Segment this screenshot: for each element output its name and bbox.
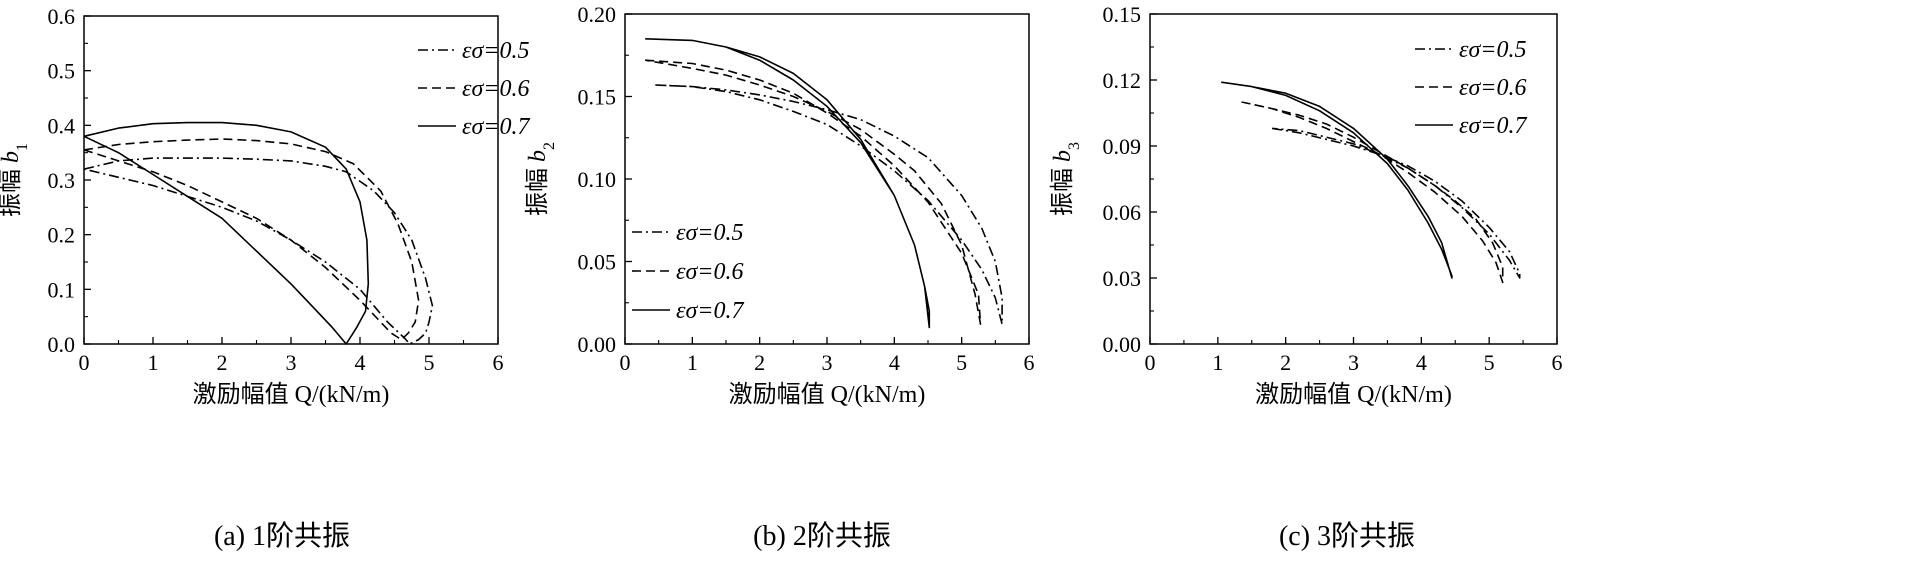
y-tick-label: 0.00 <box>578 332 617 357</box>
chart-panel-2: 0 1 2 3 4 5 60.000.050.100.150.20εσ=0.5εσ=0.6ε… <box>524 2 1035 552</box>
x-tick-label: 0 <box>79 350 90 375</box>
panel-caption: (b) 2阶共振 <box>753 520 891 552</box>
legend: εσ=0.5 εσ=0.6 εσ=0.7 <box>418 38 530 140</box>
x-tick-label: 4 <box>889 350 900 375</box>
series-line-dashed <box>645 59 982 325</box>
plot-frame <box>624 13 1030 345</box>
x-tick-label: 1 <box>148 350 159 375</box>
panel-caption: (a) 1阶共振 <box>214 520 350 552</box>
legend-label: εσ=0.5 <box>676 220 744 246</box>
series-line-solid <box>83 121 370 345</box>
x-tick-label: 2 <box>217 350 228 375</box>
x-tick-label: 3 <box>1348 350 1359 375</box>
series-line-dashed <box>83 138 420 341</box>
x-axis-label: 激励幅值 Q/(kN/m) <box>1255 381 1452 408</box>
y-tick-label: 0.20 <box>578 2 617 27</box>
x-axis-label: 激励幅值 Q/(kN/m) <box>193 381 390 408</box>
y-tick-label: 0.4 <box>48 113 76 138</box>
x-tick-label: 6 <box>493 350 504 375</box>
y-tick-label: 0.15 <box>1103 2 1142 27</box>
series-line-dashed <box>1241 101 1504 284</box>
x-tick-label: 6 <box>1024 350 1035 375</box>
y-axis-label: 振幅 b1 <box>0 143 31 217</box>
y-tick-label: 0.12 <box>1103 68 1142 93</box>
legend-label: εσ=0.7 <box>462 114 530 140</box>
x-tick-label: 5 <box>424 350 435 375</box>
chart-panel-1: 0 1 2 3 4 5 6 0.0 0.1 0.2 0.3 0.4 0.5 0.6 εσ=0.5 εσ=0.6… <box>0 4 530 552</box>
legend-label: εσ=0.6 <box>676 259 744 285</box>
legend-label: εσ=0.5 <box>462 38 530 64</box>
y-tick-label: 0.10 <box>578 167 617 192</box>
x-tick-label: 4 <box>355 350 366 375</box>
x-tick-label: 5 <box>1484 350 1495 375</box>
series-line-dashdot <box>655 84 1003 325</box>
x-tick-label: 2 <box>1280 350 1291 375</box>
x-tick-label: 0 <box>1145 350 1156 375</box>
legend-label: εσ=0.6 <box>1459 75 1527 101</box>
y-tick-label: 0.5 <box>48 59 76 84</box>
legend-label: εσ=0.6 <box>462 76 530 102</box>
x-axis-label: 激励幅值 Q/(kN/m) <box>729 381 926 408</box>
x-tick-label: 4 <box>1416 350 1427 375</box>
y-tick-label: 0.05 <box>578 250 617 275</box>
series-line-solid <box>1221 81 1453 279</box>
x-tick-label: 1 <box>687 350 698 375</box>
y-tick-label: 0.2 <box>48 223 76 248</box>
plot-frame <box>83 15 499 345</box>
y-tick-label: 0.03 <box>1103 266 1142 291</box>
plot-frame <box>1149 13 1558 345</box>
chart-panel-3: 0 1 2 3 4 5 60.000.030.060.090.120.15εσ=0.5εσ=… <box>1049 2 1563 552</box>
y-tick-label: 0.06 <box>1103 200 1142 225</box>
y-tick-label: 0.3 <box>48 168 76 193</box>
x-tick-label: 1 <box>1212 350 1223 375</box>
y-axis-label: 振幅 b3 <box>1049 142 1083 216</box>
x-tick-label: 3 <box>822 350 833 375</box>
y-tick-label: 0.15 <box>578 85 617 110</box>
y-tick-label: 0.1 <box>48 277 76 302</box>
x-tick-label: 2 <box>754 350 765 375</box>
y-tick-label: 0.09 <box>1103 134 1142 159</box>
y-tick-label: 0.6 <box>48 4 76 29</box>
legend-label: εσ=0.7 <box>676 298 744 324</box>
legend: εσ=0.5 εσ=0.6 εσ=0.7 <box>1415 37 1527 139</box>
panel-caption: (c) 3阶共振 <box>1279 520 1415 552</box>
legend-label: εσ=0.5 <box>1459 37 1527 63</box>
x-tick-label: 5 <box>956 350 967 375</box>
x-tick-label: 3 <box>286 350 297 375</box>
y-tick-label: 0.00 <box>1103 332 1142 357</box>
series-line-dashdot <box>1271 127 1521 279</box>
x-tick-label: 6 <box>1552 350 1563 375</box>
series-line-solid <box>645 38 931 329</box>
x-tick-label: 0 <box>620 350 631 375</box>
legend: εσ=0.5 εσ=0.6 εσ=0.7 <box>632 220 744 324</box>
y-tick-label: 0.0 <box>48 332 76 357</box>
series-line-dashdot <box>83 157 434 345</box>
legend-label: εσ=0.7 <box>1459 113 1527 139</box>
y-axis-label: 振幅 b2 <box>524 142 558 216</box>
